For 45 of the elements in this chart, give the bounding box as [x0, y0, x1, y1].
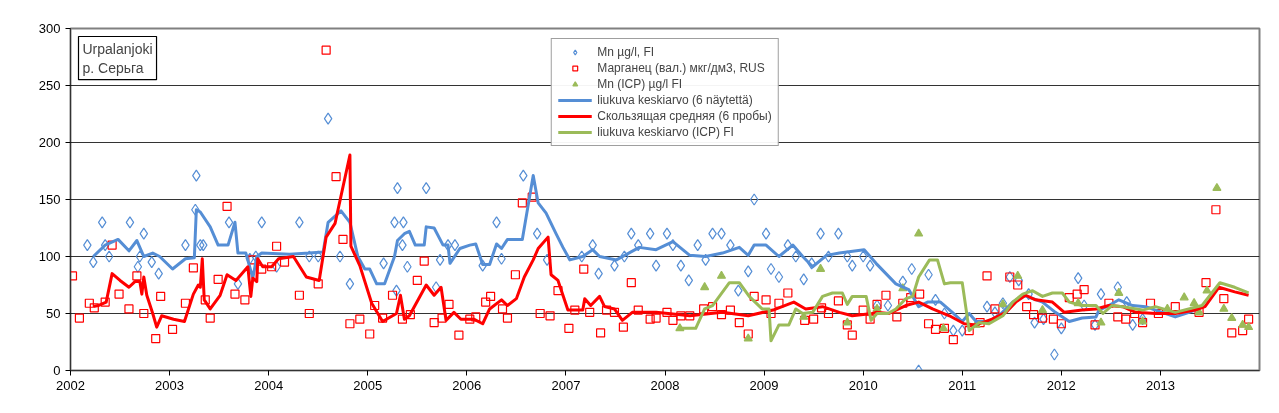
legend-label: liukuva keskiarvo (6 näytettä) [597, 93, 753, 107]
y-tick-label: 100 [38, 249, 61, 264]
point [1219, 303, 1229, 312]
legend-label: Скользящая средняя (6 пробы) [597, 109, 772, 123]
x-tick-label: 2013 [1145, 377, 1175, 393]
x-tick-label: 2008 [650, 377, 680, 393]
x-tick-label: 2011 [948, 377, 977, 393]
annotation: р. Серьга [82, 59, 144, 76]
y-tick-label: 50 [46, 306, 61, 321]
point [1096, 317, 1106, 326]
y-tick-label: 150 [38, 192, 61, 207]
x-tick-label: 2010 [848, 377, 878, 393]
x-tick-label: 2012 [1046, 377, 1076, 393]
point [815, 263, 826, 272]
y-tick-label: 250 [38, 78, 61, 93]
point [1037, 304, 1048, 313]
point [1244, 321, 1254, 331]
x-tick-label: 2005 [353, 377, 383, 393]
x-tick-label: 2006 [452, 377, 482, 393]
legend-label: Марганец (вал.) мкг/дм3, RUS [597, 61, 765, 75]
x-tick-label: 2003 [155, 377, 185, 393]
legend-label: Mn (ICP) µg/l FI [597, 77, 683, 91]
point [1227, 312, 1237, 321]
legend-label: Mn µg/l, FI [597, 45, 655, 59]
point [743, 333, 753, 342]
y-tick-label: 200 [38, 135, 61, 150]
legend-label: liukuva keskiarvo (ICP) FI [597, 125, 734, 139]
x-tick-label: 2009 [749, 377, 779, 393]
point [1238, 319, 1248, 328]
x-tick-label: 2002 [56, 377, 85, 393]
point [1013, 270, 1023, 279]
point [716, 270, 727, 279]
point [1179, 292, 1189, 301]
annotation: Urpalanjoki [82, 40, 153, 57]
point [842, 317, 852, 326]
point [700, 282, 710, 291]
y-tick-label: 300 [38, 21, 61, 36]
y-tick-label: 0 [53, 363, 61, 378]
x-tick-label: 2004 [254, 377, 284, 393]
point [1114, 287, 1124, 296]
x-tick-label: 2007 [551, 377, 581, 393]
point [1202, 285, 1212, 294]
point [914, 228, 924, 237]
point [1189, 298, 1199, 307]
point [1212, 182, 1222, 192]
